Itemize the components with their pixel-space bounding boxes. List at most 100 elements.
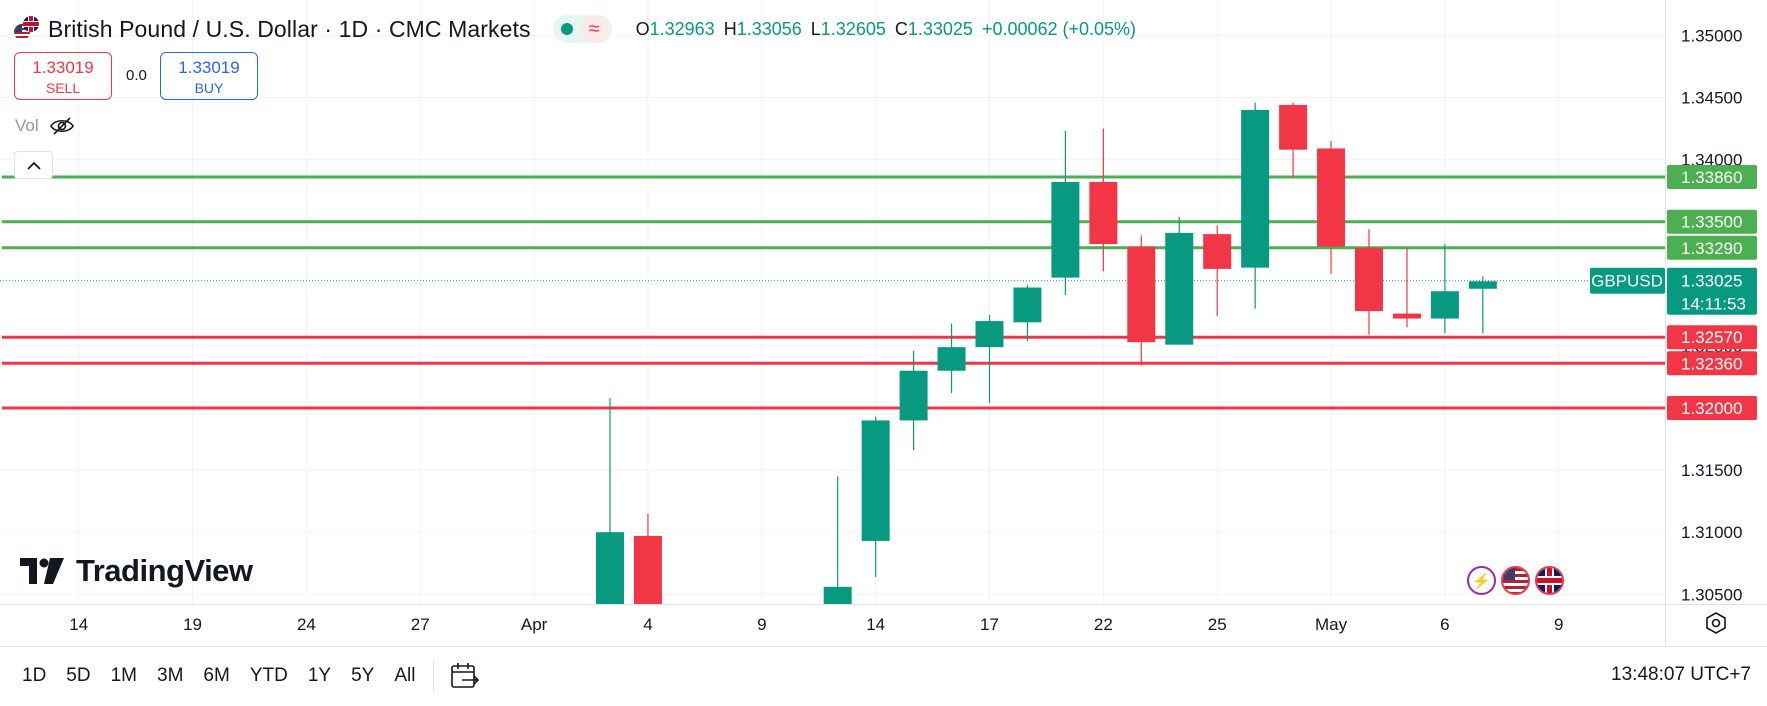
candle-body	[1127, 246, 1156, 343]
symbol-tag	[1590, 267, 1665, 294]
candle-body	[1241, 109, 1270, 268]
candle-body	[633, 535, 662, 604]
level-price-label: 1.33500	[1681, 213, 1742, 232]
close-value: 1.33025	[907, 18, 973, 39]
range-button-5y[interactable]: 5Y	[351, 665, 375, 686]
buy-price: 1.33019	[178, 58, 240, 77]
range-button-1y[interactable]: 1Y	[307, 665, 332, 686]
range-button-5d[interactable]: 5D	[66, 665, 91, 686]
candle-body	[1051, 181, 1080, 278]
bullish-candle	[1241, 102, 1270, 309]
bullish-candle	[899, 350, 928, 451]
range-button-all[interactable]: All	[394, 665, 416, 686]
candle-body	[1165, 232, 1194, 345]
candle-body	[596, 532, 624, 604]
lightning-event-icon[interactable]: ⚡	[1467, 566, 1496, 595]
high-label: H	[723, 18, 737, 39]
uk-flag-icon	[23, 16, 39, 32]
bullish-candle	[861, 416, 890, 577]
price-axis[interactable]: 1.350001.345001.340001.335001.330001.325…	[1681, 26, 1742, 604]
bottom-toolbar: 1D 5D 1M 3M 6M YTD 1Y 5Y All 13:48:07 UTC+7	[0, 646, 1767, 705]
bullish-candle	[937, 323, 966, 394]
eye-crossed-icon[interactable]	[49, 116, 75, 136]
buy-button[interactable]: 1.33019 BUY	[160, 52, 258, 100]
range-button-ytd[interactable]: YTD	[249, 665, 288, 686]
range-button-3m[interactable]: 3M	[157, 665, 184, 686]
clock-timezone[interactable]: 13:48:07 UTC+7	[1611, 664, 1751, 685]
range-button-6m[interactable]: 6M	[203, 665, 230, 686]
level-price-label: 1.32360	[1681, 354, 1742, 373]
low-label: L	[810, 18, 821, 39]
bullish-candle	[596, 398, 624, 604]
volume-legend: Vol	[15, 116, 75, 136]
toolbar-divider	[433, 660, 435, 692]
logo-text: TradingView	[76, 553, 253, 588]
time-axis[interactable]: 14 19 24 27 Apr 4 9 14 17 22 25 May 6 9	[69, 615, 1563, 634]
range-buttons: 1D 5D 1M 3M 6M YTD 1Y 5Y All	[12, 665, 425, 687]
uk-event-icon[interactable]	[1535, 566, 1564, 595]
level-price-label: 1.33290	[1681, 239, 1742, 258]
candle-body	[823, 586, 852, 604]
x-tick-label: 9	[757, 615, 766, 634]
range-button-1m[interactable]: 1M	[110, 665, 137, 686]
volume-label: Vol	[15, 116, 39, 135]
chart-grid	[0, 0, 1767, 646]
candle-body	[1430, 291, 1459, 319]
y-tick-label: 1.31000	[1681, 523, 1742, 542]
candle-body	[937, 347, 966, 371]
collapse-legend-button[interactable]	[14, 151, 53, 179]
candle-body	[1089, 181, 1118, 245]
ohlc-values: O1.32963 H1.33056 L1.32605 C1.33025 +0.0…	[636, 19, 1136, 40]
bullish-candle	[1051, 131, 1080, 295]
candle-body	[1317, 148, 1346, 247]
bullish-candle	[823, 476, 852, 604]
chart-header: British Pound / U.S. Dollar · 1D · CMC M…	[14, 12, 1136, 46]
bearish-candle	[1089, 128, 1118, 272]
y-tick-label: 1.35000	[1681, 26, 1742, 45]
candle-body	[1392, 313, 1421, 319]
sell-button[interactable]: 1.33019 SELL	[14, 52, 112, 100]
open-value: 1.32963	[649, 18, 715, 39]
bullish-candle	[1430, 244, 1459, 334]
chevron-up-icon	[26, 161, 41, 170]
y-tick-label: 1.30500	[1681, 585, 1742, 604]
horizontal-lines	[2, 175, 1665, 410]
x-tick-label: 9	[1554, 615, 1563, 634]
sell-price: 1.33019	[32, 58, 94, 77]
us-event-icon[interactable]	[1501, 566, 1530, 595]
level-price-label: 1.32570	[1681, 328, 1742, 347]
green-dot-icon[interactable]	[560, 23, 573, 35]
x-tick-label: 14	[866, 615, 885, 634]
spread-value: 0.0	[126, 67, 147, 84]
x-tick-label: May	[1315, 615, 1348, 634]
sell-label: SELL	[45, 80, 81, 96]
level-price-tag	[1667, 164, 1757, 189]
calendar-goto-icon[interactable]	[450, 661, 480, 691]
current-price-label: 1.33025	[1681, 272, 1742, 291]
x-tick-label: 24	[297, 615, 316, 634]
countdown-label: 14:11:53	[1681, 295, 1746, 314]
x-tick-label: 22	[1094, 615, 1113, 634]
high-value: 1.33056	[736, 18, 802, 39]
level-price-tag	[1667, 351, 1757, 376]
range-button-1d[interactable]: 1D	[22, 665, 47, 686]
symbol-title[interactable]: British Pound / U.S. Dollar · 1D · CMC M…	[48, 15, 531, 42]
level-price-tag	[1667, 235, 1757, 260]
x-tick-label: 25	[1208, 615, 1227, 634]
tradingview-logo[interactable]: TradingView	[20, 553, 253, 589]
x-tick-label: 19	[183, 615, 202, 634]
candle-body	[975, 321, 1004, 348]
candle-body	[1203, 234, 1232, 269]
approx-icon[interactable]: ≈	[580, 16, 608, 42]
settings-icon[interactable]	[1705, 612, 1727, 634]
open-label: O	[635, 18, 650, 39]
bearish-candle	[1127, 235, 1156, 366]
x-tick-label: 6	[1440, 615, 1449, 634]
currency-flags-icon	[14, 16, 40, 42]
status-badges[interactable]: ≈	[552, 15, 612, 43]
bullish-candle	[1165, 216, 1194, 345]
price-chart[interactable]: 1.350001.345001.340001.335001.330001.325…	[0, 0, 1767, 646]
buy-label: BUY	[194, 80, 224, 96]
change-value: +0.00062 (+0.05%)	[981, 18, 1137, 39]
current-price-tag	[1667, 267, 1757, 315]
